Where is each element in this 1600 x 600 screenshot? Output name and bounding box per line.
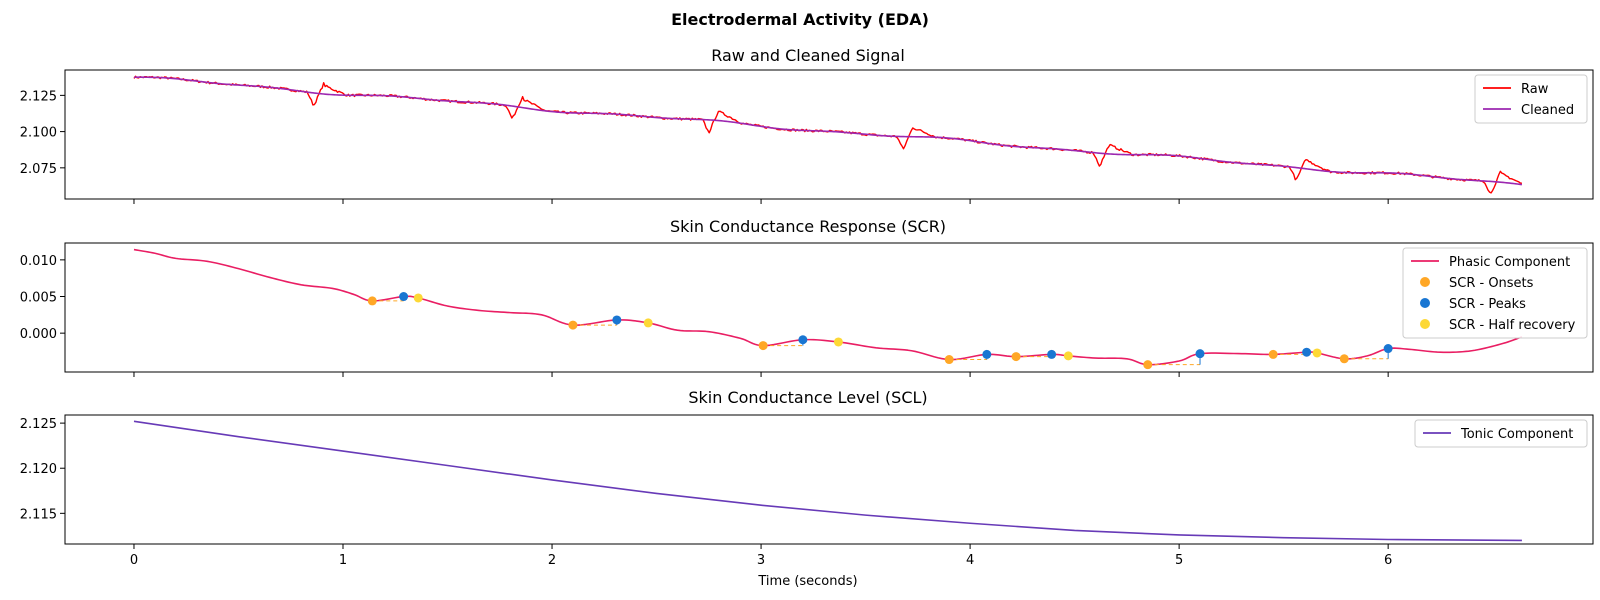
scr-half-recovery-point [1312,348,1322,358]
x-axis-label: Time (seconds) [757,574,857,589]
scr-peak-point [798,335,808,345]
scr-onset-point [1143,360,1153,370]
scr-half-recovery-point [643,318,653,328]
legend-label: SCR - Peaks [1449,297,1526,312]
y-tick-label: 2.125 [20,89,57,104]
legend-label: Raw [1521,82,1549,97]
scr-half-recovery-point [833,337,843,347]
scr-peak-point [982,349,992,359]
axes-frame [64,69,1594,200]
scr-onset-point [367,296,377,306]
scr-onset-point [568,320,578,330]
axes-frame [64,414,1594,545]
y-tick-label: 2.120 [20,462,57,477]
scr-onset-point [1339,354,1349,364]
scl-panel: Skin Conductance Level (SCL) 0 1 2 3 4 5 6 2.11… [20,388,1594,568]
axes-frame [64,242,1594,373]
raw-cleaned-panel: Raw and Cleaned Signal 2.075 2.100 2.125 Ra… [20,46,1594,204]
y-tick-label: 2.100 [20,126,57,141]
x-tick-label: 5 [1175,553,1183,568]
legend-label: SCR - Half recovery [1449,318,1576,333]
legend-swatch [1420,277,1430,287]
scr-peak-point [612,315,622,325]
tonic-component-line [133,420,1522,542]
panel-title-scr: Skin Conductance Response (SCR) [670,217,946,236]
x-tick-label: 3 [757,553,765,568]
y-tick-label: 0.000 [20,327,57,342]
legend-box [1402,247,1588,339]
scr-peak-point [1047,349,1057,359]
scr-panel: Skin Conductance Response (SCR) 0.000 0.0… [20,217,1594,377]
x-tick-label: 6 [1384,553,1392,568]
scr-half-recovery-point [1063,351,1073,361]
legend-swatch [1420,319,1430,329]
panel-title-raw-cleaned: Raw and Cleaned Signal [711,46,905,65]
raw-signal-line [133,75,1523,194]
y-tick-label: 2.125 [20,417,57,432]
legend-label: Phasic Component [1449,255,1570,270]
figure-title: Electrodermal Activity (EDA) [671,10,929,29]
scr-onset-point [758,341,768,351]
legend-box [1474,74,1588,124]
scr-peak-point [1195,349,1205,359]
legend-label: Tonic Component [1460,427,1573,442]
legend-box [1414,419,1588,448]
scr-half-recovery-point [413,293,423,303]
x-tick-label: 2 [548,553,556,568]
scr-onset-point [1011,352,1021,362]
panel-title-scl: Skin Conductance Level (SCL) [688,388,927,407]
x-tick-label: 4 [966,553,974,568]
legend-label: SCR - Onsets [1449,276,1534,291]
x-tick-label: 0 [130,553,138,568]
legend-label: Cleaned [1521,103,1574,118]
y-tick-label: 2.115 [20,507,57,522]
y-tick-label: 0.005 [20,291,57,306]
scr-peak-point [1302,347,1312,357]
scr-onset-point [944,355,954,365]
scr-peak-point [399,292,409,302]
x-tick-label: 1 [339,553,347,568]
scr-onset-point [1268,349,1278,359]
cleaned-signal-line [133,76,1523,186]
scr-peak-point [1383,344,1393,354]
phasic-component-line [133,248,1523,366]
y-tick-label: 2.075 [20,162,57,177]
legend-swatch [1420,298,1430,308]
y-tick-label: 0.010 [20,254,57,269]
